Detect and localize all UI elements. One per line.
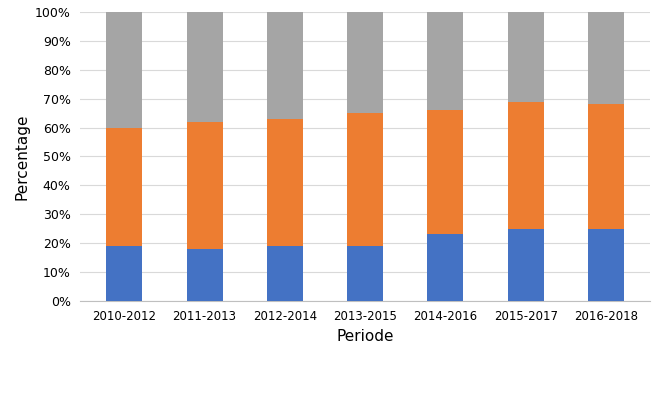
Y-axis label: Percentage: Percentage xyxy=(14,113,29,200)
Bar xyxy=(588,12,624,104)
Bar xyxy=(107,246,143,301)
Bar xyxy=(427,110,464,234)
Bar xyxy=(186,122,222,249)
Bar xyxy=(347,113,383,246)
Bar xyxy=(427,234,464,301)
Legend: < 50%, 50% - 65%, > 65%: < 50%, 50% - 65%, > 65% xyxy=(216,394,515,401)
Bar xyxy=(427,12,464,110)
Bar xyxy=(508,101,544,229)
Bar xyxy=(107,12,143,128)
Bar xyxy=(186,12,222,122)
Bar xyxy=(508,12,544,101)
Bar xyxy=(588,104,624,229)
X-axis label: Periode: Periode xyxy=(336,329,394,344)
Bar xyxy=(267,119,303,246)
Bar xyxy=(186,249,222,301)
Bar xyxy=(267,12,303,119)
Bar xyxy=(588,229,624,301)
Bar xyxy=(347,12,383,113)
Bar xyxy=(347,246,383,301)
Bar xyxy=(267,246,303,301)
Bar xyxy=(107,128,143,246)
Bar xyxy=(508,229,544,301)
